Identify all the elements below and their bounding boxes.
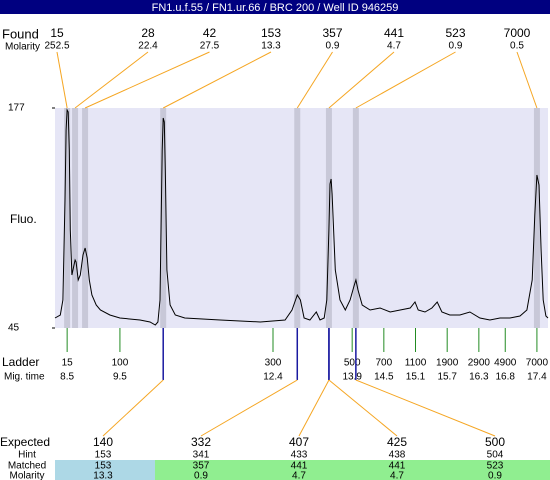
ladder-time: 8.5 (60, 372, 74, 383)
matched-size: 153 (95, 461, 112, 472)
found-connector (516, 51, 538, 109)
y-tick-label: 177 (8, 103, 25, 114)
found-peak-band (294, 108, 301, 328)
found-molarity: 252.5 (44, 41, 69, 52)
ladder-size: 100 (112, 358, 129, 369)
trace (54, 108, 549, 326)
plot-area (55, 108, 548, 328)
molarity-label: Molarity (9, 471, 44, 480)
found-molarity: 4.7 (387, 41, 401, 52)
matched-molarity: 0.9 (488, 471, 502, 480)
found-peak-band (352, 108, 359, 328)
ladder-size: 1100 (405, 358, 427, 369)
found-peak-band (533, 108, 540, 328)
found-peak-band (72, 108, 79, 328)
expected-size: 332 (191, 435, 211, 449)
expected-size: 500 (485, 435, 505, 449)
found-peak-band (64, 108, 71, 328)
hint-size: 341 (193, 450, 210, 461)
ladder-size: 500 (344, 358, 361, 369)
ladder-time: 12.4 (263, 372, 283, 383)
found-molarity: 13.3 (261, 41, 281, 52)
table-label-cell (0, 460, 55, 480)
ladder-time: 13.9 (342, 372, 362, 383)
found-molarity: 0.5 (510, 41, 524, 52)
expected-connector (200, 379, 298, 437)
matched-molarity: 0.9 (194, 471, 208, 480)
matched-label: Matched (8, 461, 46, 472)
hint-size: 504 (487, 450, 504, 461)
found-size: 15 (50, 26, 64, 40)
ladder-time: 14.5 (374, 372, 394, 383)
found-connector (296, 51, 333, 109)
hint-label: Hint (18, 450, 36, 461)
hint-size: 153 (95, 450, 112, 461)
found-molarity: 0.9 (449, 41, 463, 52)
found-peak-band (82, 108, 89, 328)
ladder-time: 16.3 (469, 372, 489, 383)
found-size: 42 (203, 26, 217, 40)
ladder-time: 9.5 (113, 372, 127, 383)
found-connector (84, 51, 210, 109)
ladder-size: 700 (375, 358, 392, 369)
matched-size: 523 (487, 461, 504, 472)
expected-connector (355, 379, 496, 437)
expected-connector (102, 379, 164, 437)
ladder-size: 300 (265, 358, 282, 369)
matched-molarity: 4.7 (292, 471, 306, 480)
expected-size: 425 (387, 435, 407, 449)
expected-size: 407 (289, 435, 309, 449)
found-connector (162, 51, 272, 109)
found-molarity: 0.9 (326, 41, 340, 52)
ladder-time: 17.4 (527, 372, 547, 383)
ladder-time: 16.8 (496, 372, 516, 383)
found-molarity: 22.4 (138, 41, 158, 52)
expected-label: Expected (0, 435, 50, 449)
ladder-size: 15 (62, 358, 74, 369)
hint-size: 433 (291, 450, 308, 461)
found-size: 523 (445, 26, 465, 40)
found-label: Found (2, 26, 39, 41)
matched-size: 357 (193, 461, 210, 472)
ladder-size: 2900 (468, 358, 491, 369)
ladder-label: Ladder (2, 355, 39, 369)
found-peak-band (160, 108, 167, 328)
ladder-size: 7000 (526, 358, 549, 369)
found-size: 28 (141, 26, 155, 40)
matched-molarity: 13.3 (93, 471, 113, 480)
chart-title: FN1.u.f.55 / FN1.ur.66 / BRC 200 / Well … (152, 2, 399, 14)
found-molarity-label: Molarity (5, 42, 40, 53)
found-connector (355, 51, 456, 109)
expected-connector (298, 379, 330, 437)
expected-connector (328, 379, 398, 437)
matched-size: 441 (389, 461, 406, 472)
ladder-time: 15.7 (437, 372, 457, 383)
y-tick-label: 45 (8, 323, 20, 334)
found-connector (56, 51, 68, 109)
found-connector (328, 51, 395, 109)
table-first-cell (55, 460, 155, 480)
matched-size: 441 (291, 461, 308, 472)
ladder-size: 1900 (436, 358, 459, 369)
hint-size: 438 (389, 450, 406, 461)
ladder-time-label: Mig. time (4, 372, 45, 383)
found-molarity: 27.5 (200, 41, 220, 52)
matched-molarity: 4.7 (390, 471, 404, 480)
found-size: 441 (384, 26, 404, 40)
ladder-size: 4900 (494, 358, 517, 369)
found-size: 357 (322, 26, 342, 40)
found-size: 153 (261, 26, 281, 40)
title-bar (0, 0, 550, 14)
expected-size: 140 (93, 435, 113, 449)
y-axis-label: Fluo. (10, 212, 37, 226)
ladder-time: 15.1 (406, 372, 426, 383)
found-size: 7000 (504, 26, 531, 40)
found-connector (74, 51, 149, 109)
